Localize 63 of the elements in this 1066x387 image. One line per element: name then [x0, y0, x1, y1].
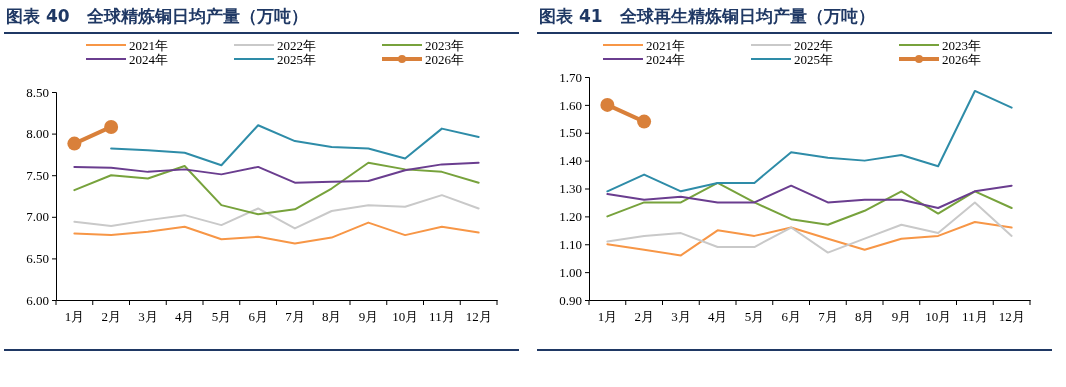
y-tick-label: 1.70: [559, 69, 582, 85]
x-tick-label: 7月: [285, 309, 305, 325]
x-tick-label: 4月: [174, 309, 195, 325]
x-tick-label: 3月: [671, 309, 691, 325]
x-tick-label: 10月: [925, 309, 952, 325]
y-tick-label: 1.50: [559, 125, 582, 141]
line-series: [73, 161, 480, 184]
x-tick-label: 6月: [248, 309, 268, 325]
x-tick-label: 2月: [634, 309, 654, 325]
legend-label: 2025年: [277, 51, 316, 67]
line-series: [606, 89, 1013, 193]
y-tick-label: 1.10: [559, 236, 582, 252]
x-tick-label: 9月: [358, 309, 379, 325]
line-series: [73, 161, 480, 216]
y-tick-label: 6.00: [26, 292, 49, 308]
y-tick-label: 1.60: [559, 97, 582, 113]
legend-label: 2024年: [129, 51, 168, 67]
x-tick-label: 4月: [707, 309, 728, 325]
x-tick-label: 11月: [429, 309, 455, 325]
y-tick-label: 7.00: [26, 209, 49, 225]
y-tick-label: 7.50: [26, 167, 49, 183]
legend-label: 2026年: [425, 51, 464, 67]
line-series: [606, 220, 1013, 257]
x-tick-label: 12月: [998, 309, 1025, 325]
legend-label: 2024年: [646, 51, 685, 67]
legend-label: 2021年: [129, 37, 168, 53]
chart-title: 图表 41 全球再生精炼铜日均产量（万吨）: [539, 6, 875, 26]
y-tick-label: 8.50: [26, 84, 49, 100]
x-tick-label: 7月: [818, 309, 838, 325]
y-tick-label: 8.00: [26, 126, 49, 142]
line-series: [73, 194, 480, 230]
legend-label: 2021年: [646, 37, 685, 53]
y-tick-label: 1.40: [559, 153, 582, 169]
legend-label: 2023年: [942, 37, 981, 53]
line-series: [606, 184, 1013, 210]
legend-label: 2026年: [942, 51, 981, 67]
x-tick-label: 3月: [138, 309, 158, 325]
y-tick-label: 6.50: [26, 251, 49, 267]
legend-label: 2022年: [277, 37, 316, 53]
legend-label: 2023年: [425, 37, 464, 53]
y-tick-label: 1.30: [559, 181, 582, 197]
x-tick-label: 9月: [891, 309, 912, 325]
x-tick-label: 10月: [392, 309, 419, 325]
x-tick-label: 5月: [211, 309, 232, 325]
x-tick-label: 6月: [781, 309, 801, 325]
x-tick-label: 2月: [101, 309, 121, 325]
legend-label: 2022年: [794, 37, 833, 53]
line-series: [606, 201, 1013, 254]
x-tick-label: 8月: [854, 309, 875, 325]
x-tick-label: 11月: [962, 309, 988, 325]
x-tick-label: 5月: [744, 309, 765, 325]
chart-title: 图表 40 全球精炼铜日均产量（万吨）: [6, 6, 308, 26]
y-tick-label: 1.00: [559, 264, 582, 280]
line-series: [606, 181, 1013, 226]
x-tick-label: 12月: [465, 309, 492, 325]
x-tick-label: 1月: [64, 309, 85, 325]
x-tick-label: 8月: [321, 309, 342, 325]
legend-label: 2025年: [794, 51, 833, 67]
y-tick-label: 0.90: [559, 292, 582, 308]
y-tick-label: 1.20: [559, 209, 582, 225]
x-tick-label: 1月: [597, 309, 618, 325]
line-series: [73, 221, 480, 245]
line-series: [110, 124, 480, 167]
